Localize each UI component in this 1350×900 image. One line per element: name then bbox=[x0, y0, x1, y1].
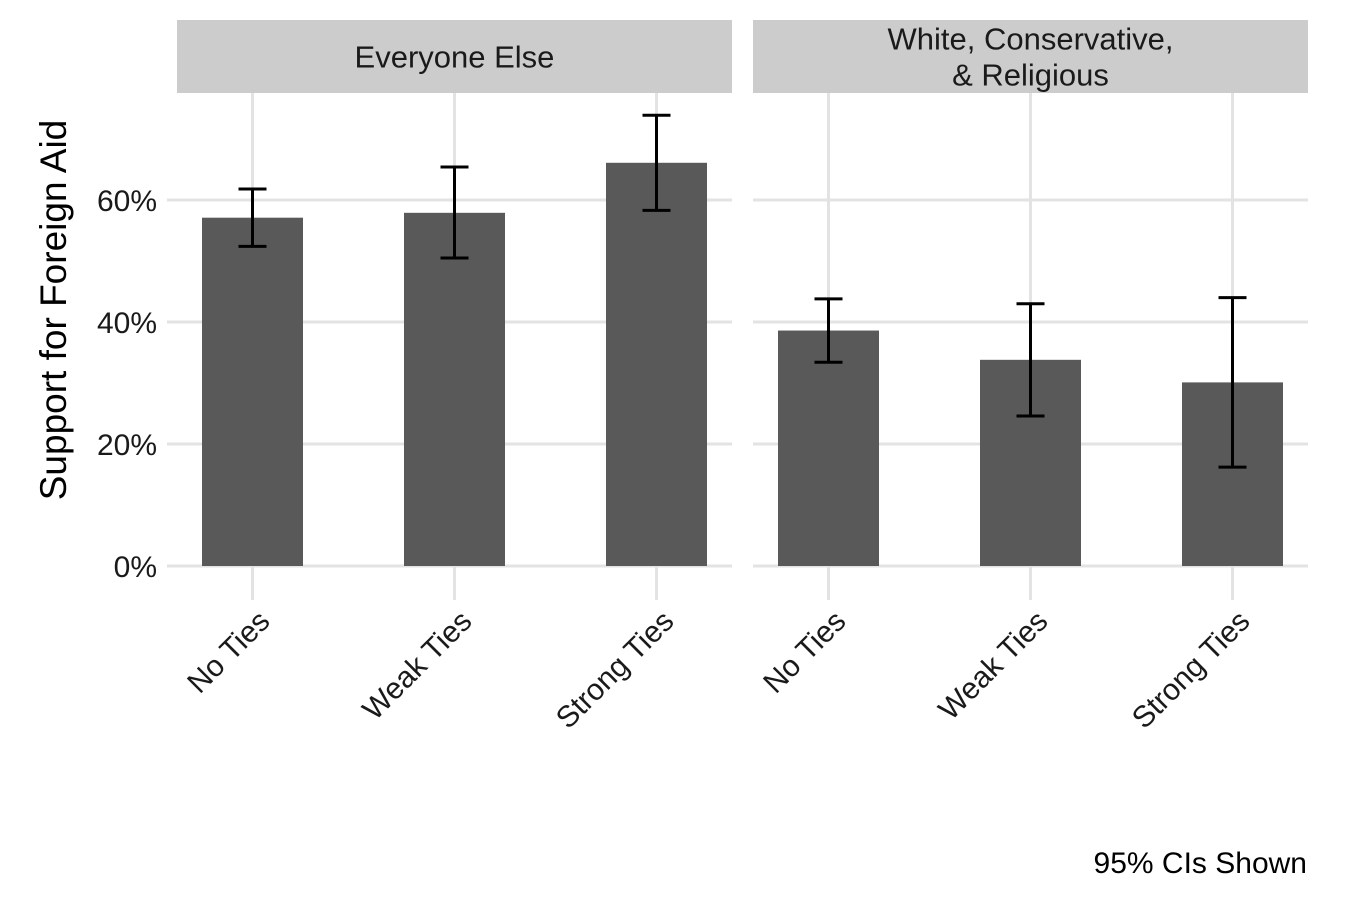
y-tick-label: 20% bbox=[97, 429, 157, 462]
x-tick-label: Weak Ties bbox=[932, 605, 1054, 727]
error-bar bbox=[238, 187, 267, 248]
x-tick-label: Strong Ties bbox=[550, 605, 681, 736]
panel-strip-label: & Religious bbox=[952, 58, 1109, 93]
error-bar bbox=[440, 165, 469, 260]
panels: 0% 20% 40% 60% Everyone Else No Ties Weak Ties… bbox=[97, 20, 1308, 735]
error-bar bbox=[1218, 296, 1247, 469]
x-tick-label: No Ties bbox=[757, 605, 852, 700]
panel-strip-label: White, Conservative, bbox=[888, 22, 1174, 57]
x-tick-label: Weak Ties bbox=[356, 605, 478, 727]
bar bbox=[606, 162, 707, 567]
x-tick-label: Strong Ties bbox=[1126, 605, 1257, 736]
panel-strip bbox=[177, 20, 732, 93]
panel-2: White, Conservative,& Religious No Ties We… bbox=[753, 20, 1308, 735]
error-bar bbox=[814, 297, 843, 364]
bar bbox=[202, 217, 303, 566]
x-tick-label: No Ties bbox=[181, 605, 276, 700]
panel-strip-label: Everyone Else bbox=[355, 40, 555, 75]
y-axis-title: Support for Foreign Aid bbox=[33, 120, 74, 501]
y-tick-label: 40% bbox=[97, 307, 157, 340]
caption: 95% CIs Shown bbox=[1094, 847, 1307, 880]
bar bbox=[778, 330, 879, 566]
panel-1: Everyone Else No Ties Weak Ties Strong Ties bbox=[167, 20, 732, 735]
y-tick-label: 0% bbox=[114, 551, 157, 584]
error-bar bbox=[642, 113, 671, 212]
error-bar bbox=[1016, 302, 1045, 418]
y-tick-label: 60% bbox=[97, 185, 157, 218]
bar bbox=[404, 212, 505, 566]
panel-strip bbox=[753, 20, 1308, 93]
